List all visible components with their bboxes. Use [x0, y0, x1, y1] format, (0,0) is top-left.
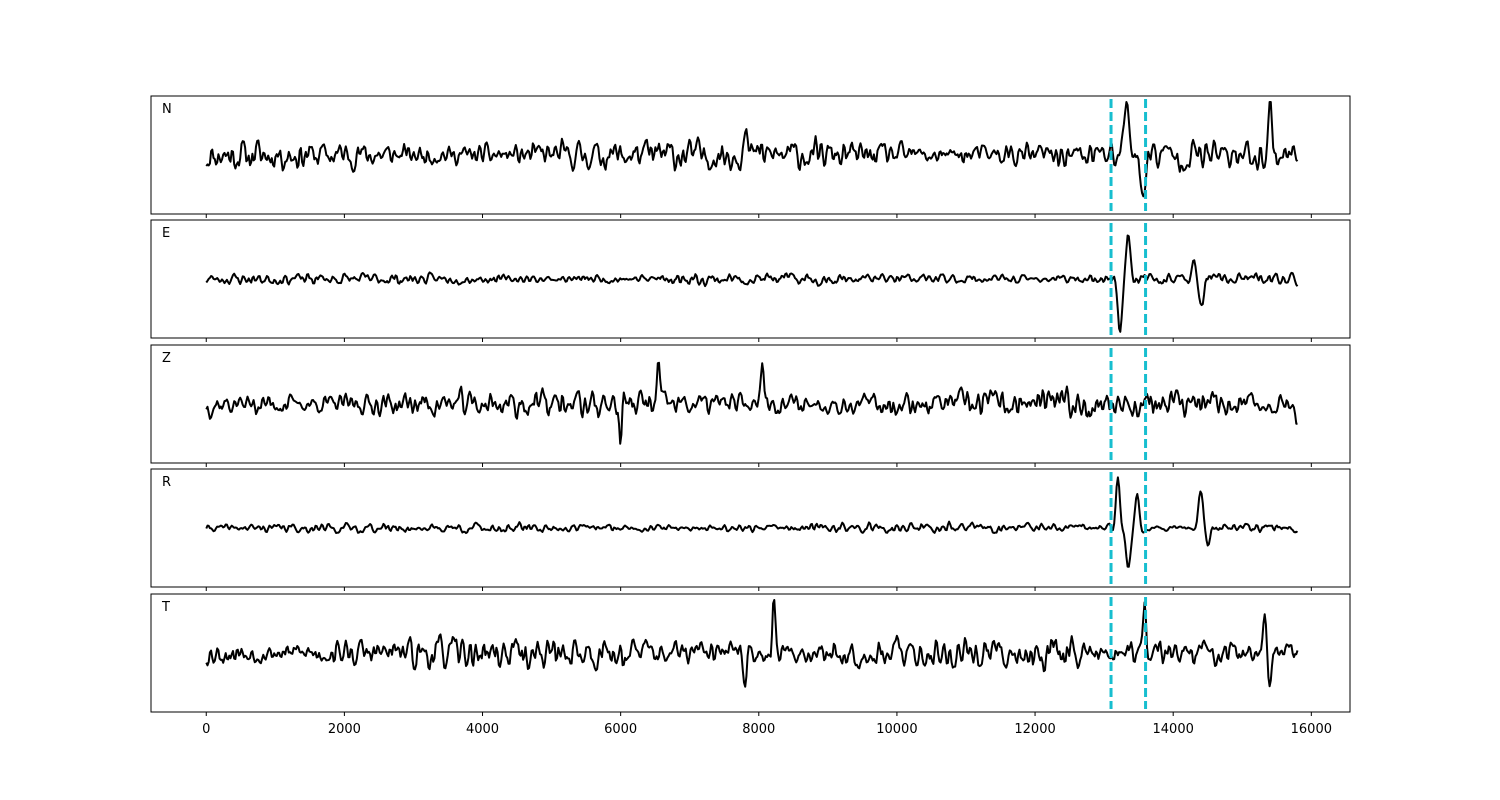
x-tick-label: 8000	[742, 722, 775, 737]
trace-line	[205, 599, 1299, 688]
trace-line	[205, 476, 1299, 568]
panel-label: Z	[162, 351, 171, 366]
x-tick-label: 6000	[604, 722, 637, 737]
panel-r: R	[150, 468, 1351, 591]
x-tick-label: 4000	[466, 722, 499, 737]
trace-line	[205, 361, 1298, 445]
x-tick-label: 12000	[1014, 722, 1055, 737]
panel-n: N	[150, 95, 1351, 218]
panel-t: T	[150, 593, 1351, 716]
x-tick-label: 0	[202, 722, 210, 737]
panel-frame	[150, 95, 1351, 215]
x-axis: 0 2000 4000 6000 8000 10000 12000 14000 16000	[202, 722, 1332, 737]
trace-line	[205, 101, 1299, 198]
panels-group: N E Z R T	[150, 95, 1351, 716]
x-tick-label: 2000	[328, 722, 361, 737]
panel-label: E	[162, 226, 170, 241]
x-tick-label: 16000	[1291, 722, 1332, 737]
x-tick-label: 14000	[1153, 722, 1194, 737]
panel-z: Z	[150, 344, 1351, 467]
panel-e: E	[150, 219, 1351, 342]
panel-label: N	[162, 102, 172, 117]
panel-label: T	[161, 600, 170, 615]
x-tick-label: 10000	[876, 722, 917, 737]
trace-line	[205, 234, 1299, 333]
panel-label: R	[162, 475, 171, 490]
